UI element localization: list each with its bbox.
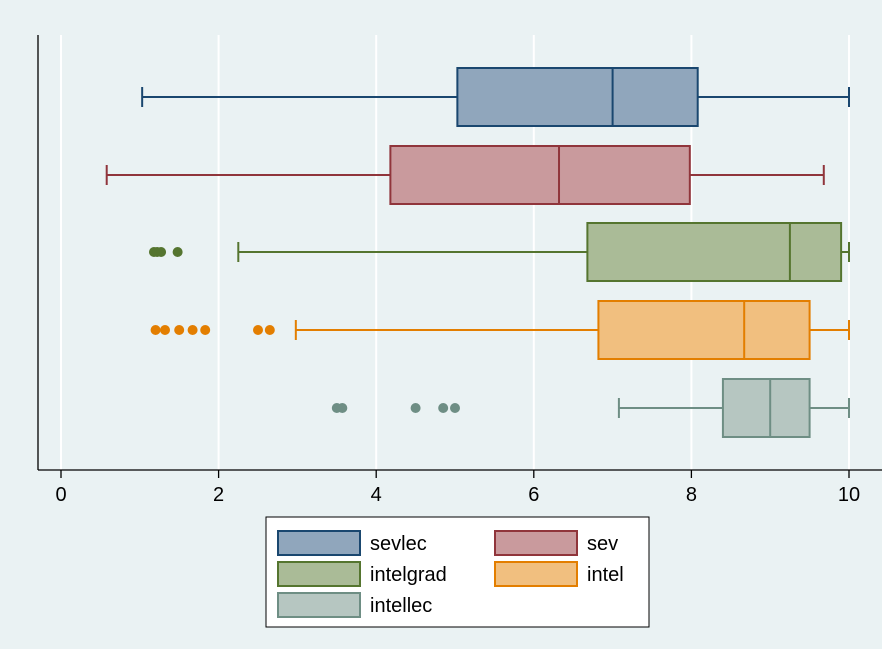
iqr-box (456, 67, 699, 127)
outlier-point (337, 403, 348, 413)
outlier-point (410, 403, 421, 413)
outlier-point (450, 403, 460, 413)
x-tick-label: 2 (213, 484, 224, 506)
iqr-box (586, 222, 843, 282)
box-sevlec (141, 67, 850, 127)
outlier-point (174, 325, 185, 335)
outlier-point (150, 325, 161, 335)
box-sev (105, 145, 825, 205)
x-tick-label: 4 (371, 484, 382, 506)
iqr-box (721, 378, 811, 438)
outlier-point (160, 325, 171, 335)
box-intel (150, 300, 850, 360)
outlier-point (200, 325, 211, 335)
legend-label-sevlec: sevlec (370, 533, 427, 555)
iqr-box (389, 145, 691, 205)
x-tick-label: 0 (55, 484, 66, 506)
legend: sevlec intelgrad intellec sev intel (265, 516, 650, 628)
legend-swatch-sev (494, 530, 578, 556)
outlier-point (253, 325, 263, 335)
x-axis: 0 2 4 6 8 10 (37, 35, 882, 506)
box-plots (105, 67, 850, 438)
x-tick-label: 8 (686, 484, 697, 506)
legend-swatch-intellec (277, 592, 361, 618)
legend-swatch-sevlec (277, 530, 361, 556)
iqr-box (597, 300, 811, 360)
x-tick-label: 6 (528, 484, 539, 506)
legend-label-intelgrad: intelgrad (370, 564, 447, 586)
legend-label-sev: sev (587, 533, 618, 555)
x-tick-label: 10 (838, 484, 860, 506)
legend-label-intel: intel (587, 564, 624, 586)
outlier-point (187, 325, 198, 335)
outlier-point (172, 247, 183, 257)
box-intellec (331, 378, 850, 438)
legend-swatch-intel (494, 561, 578, 587)
box-intelgrad (148, 222, 850, 282)
outlier-point (264, 325, 275, 335)
legend-label-intellec: intellec (370, 595, 432, 617)
legend-swatch-intelgrad (277, 561, 361, 587)
outlier-point (438, 403, 449, 413)
outlier-point (156, 247, 167, 257)
